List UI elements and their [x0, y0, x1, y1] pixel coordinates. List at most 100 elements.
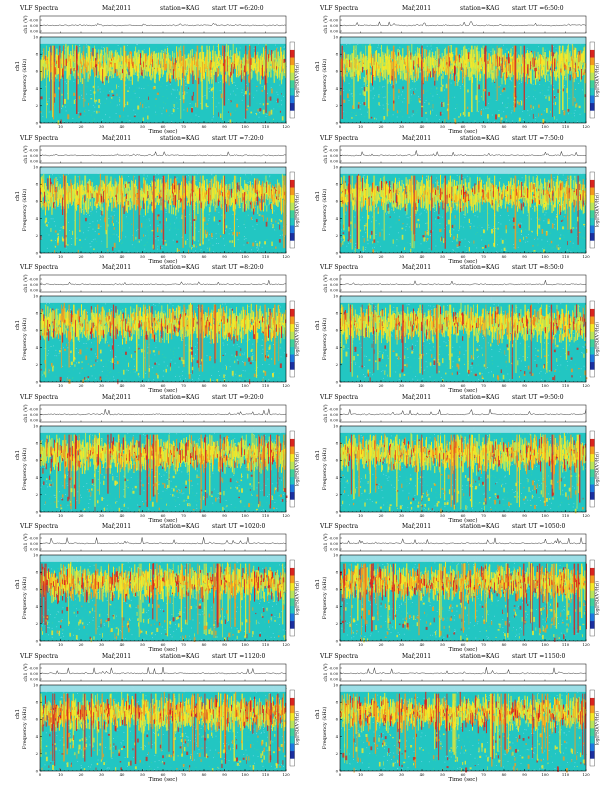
noise-speck	[273, 247, 274, 249]
noise-speck	[259, 251, 261, 252]
noise-speck	[101, 242, 102, 244]
spectral-cell	[344, 59, 346, 65]
low-band-patch	[538, 104, 540, 108]
spectral-cell	[375, 64, 377, 71]
noise-speck	[490, 51, 492, 52]
spectral-cell	[168, 59, 170, 68]
spectral-cell	[399, 71, 401, 80]
noise-speck	[58, 249, 60, 251]
x-tick-label: 10	[58, 124, 63, 129]
spectral-cell	[546, 58, 548, 68]
low-band-patch	[273, 118, 274, 120]
low-band-patch	[54, 93, 56, 98]
spectral-cell	[264, 57, 266, 72]
noise-speck	[548, 81, 550, 82]
low-band-patch	[514, 96, 516, 100]
spectral-cell	[449, 71, 451, 79]
noise-speck	[280, 120, 282, 122]
spectral-cell	[535, 56, 537, 69]
spectral-cell	[51, 66, 53, 73]
noise-speck	[169, 227, 171, 228]
noise-speck	[257, 246, 258, 247]
noise-speck	[500, 85, 502, 87]
spectral-cell	[117, 59, 119, 70]
spectral-cell	[199, 61, 201, 67]
noise-speck	[85, 112, 86, 114]
noise-speck	[346, 44, 347, 45]
spectral-cell	[381, 61, 382, 73]
low-band-patch	[554, 116, 555, 120]
spectral-cell	[127, 54, 129, 63]
spectral-cell	[145, 67, 147, 72]
spectral-cell	[362, 53, 364, 63]
noise-speck	[157, 248, 158, 249]
spectral-cell	[225, 75, 227, 82]
noise-speck	[266, 114, 268, 115]
sferic-streak	[94, 45, 95, 103]
noise-speck	[86, 86, 88, 88]
spectral-cell	[483, 54, 485, 61]
noise-speck	[193, 251, 195, 252]
spectral-cell	[274, 62, 276, 69]
spectral-cell	[541, 73, 543, 78]
spectral-cell	[154, 53, 156, 65]
spectral-cell	[416, 68, 418, 81]
spectral-cell	[117, 52, 119, 62]
noise-speck	[244, 118, 246, 120]
spectral-cell	[178, 47, 180, 66]
sferic-streak	[447, 45, 450, 120]
spectral-cell	[418, 62, 420, 67]
noise-speck	[474, 120, 475, 122]
noise-speck	[136, 87, 138, 89]
spectral-cell	[165, 59, 167, 67]
spectral-cell	[507, 67, 509, 74]
y-tick-label: 6	[336, 69, 339, 74]
spectral-cell	[475, 64, 477, 69]
noise-speck	[241, 60, 243, 62]
noise-speck	[195, 204, 196, 206]
spectral-cell	[477, 68, 479, 75]
noise-speck	[579, 113, 581, 115]
noise-speck	[122, 50, 124, 52]
spectral-cell	[409, 72, 411, 78]
spectral-cell	[90, 61, 91, 71]
noise-speck	[71, 243, 73, 245]
spectral-cell	[91, 55, 93, 64]
spectral-cell	[281, 51, 283, 62]
spectral-cell	[572, 43, 574, 59]
noise-speck	[44, 49, 46, 51]
spectral-cell	[78, 73, 80, 78]
noise-speck	[171, 113, 173, 115]
spectral-cell	[154, 54, 156, 75]
noise-speck	[373, 87, 375, 89]
spectral-cell	[144, 57, 146, 69]
noise-speck	[449, 48, 451, 50]
spectral-cell	[45, 55, 47, 65]
noise-speck	[419, 98, 421, 99]
spectral-cell	[276, 48, 278, 61]
waveform-tick-label: -0.00	[29, 19, 39, 23]
noise-speck	[68, 221, 69, 223]
spectral-cell	[128, 58, 130, 64]
noise-speck	[396, 116, 398, 118]
noise-speck	[133, 90, 135, 92]
low-band-patch	[78, 96, 81, 100]
spectral-cell	[569, 67, 571, 72]
noise-speck	[477, 48, 479, 50]
noise-speck	[274, 226, 275, 228]
low-band-patch	[355, 114, 357, 116]
noise-speck	[72, 117, 74, 119]
noise-speck	[153, 74, 155, 76]
spectral-cell	[526, 50, 528, 63]
noise-speck	[259, 103, 261, 105]
spectral-cell	[435, 59, 437, 66]
noise-speck	[362, 76, 364, 78]
noise-speck	[134, 90, 136, 92]
y-tick-label: 0	[336, 120, 339, 125]
spectral-cell	[418, 48, 420, 65]
noise-speck	[475, 102, 476, 103]
spectral-cell	[370, 67, 372, 73]
noise-speck	[452, 97, 453, 98]
spectral-cell	[377, 64, 379, 76]
spectral-cell	[159, 68, 161, 79]
